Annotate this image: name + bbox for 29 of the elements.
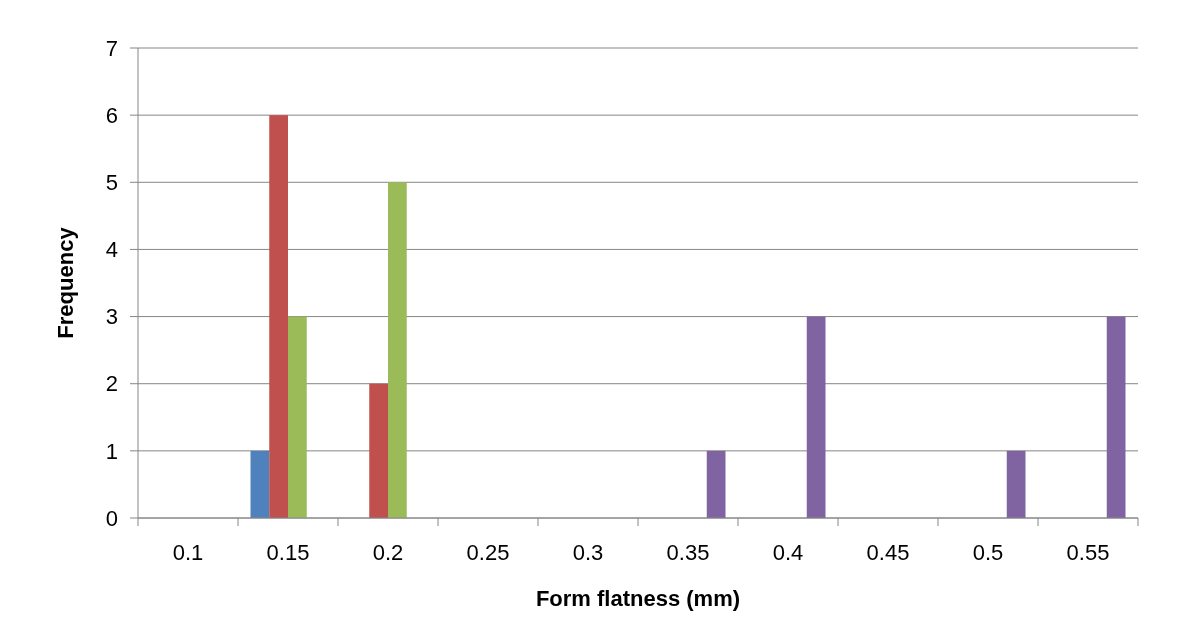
x-tick-label: 0.4 [772,540,804,565]
y-tick-label: 5 [105,169,118,195]
x-tick-label: 0.15 [266,540,310,565]
y-tick-label: 0 [105,505,118,531]
y-tick-label: 7 [105,35,118,61]
x-tick-label: 0.5 [972,540,1004,565]
bar [388,182,407,518]
y-tick-label: 6 [105,102,118,128]
bar [369,383,388,518]
bar [706,450,726,518]
y-tick-label: 2 [105,371,118,397]
x-tick-label: 0.35 [666,540,710,565]
bar [1006,450,1026,518]
y-axis-title: Frequency [53,226,78,339]
x-tick-label: 0.2 [372,540,404,565]
bar [806,316,826,518]
y-tick-label: 1 [105,438,118,464]
y-tick-label: 3 [105,304,118,330]
x-axis-title: Form flatness (mm) [535,586,741,611]
bar [250,450,270,518]
x-tick-label: 0.55 [1066,540,1110,565]
bar [288,316,307,518]
bar [269,115,288,518]
x-tick-label: 0.25 [466,540,510,565]
x-tick-label: 0.3 [572,540,604,565]
x-tick-label: 0.45 [866,540,910,565]
bar [1106,316,1126,518]
y-tick-label: 4 [105,237,118,263]
x-tick-label: 0.1 [172,540,204,565]
